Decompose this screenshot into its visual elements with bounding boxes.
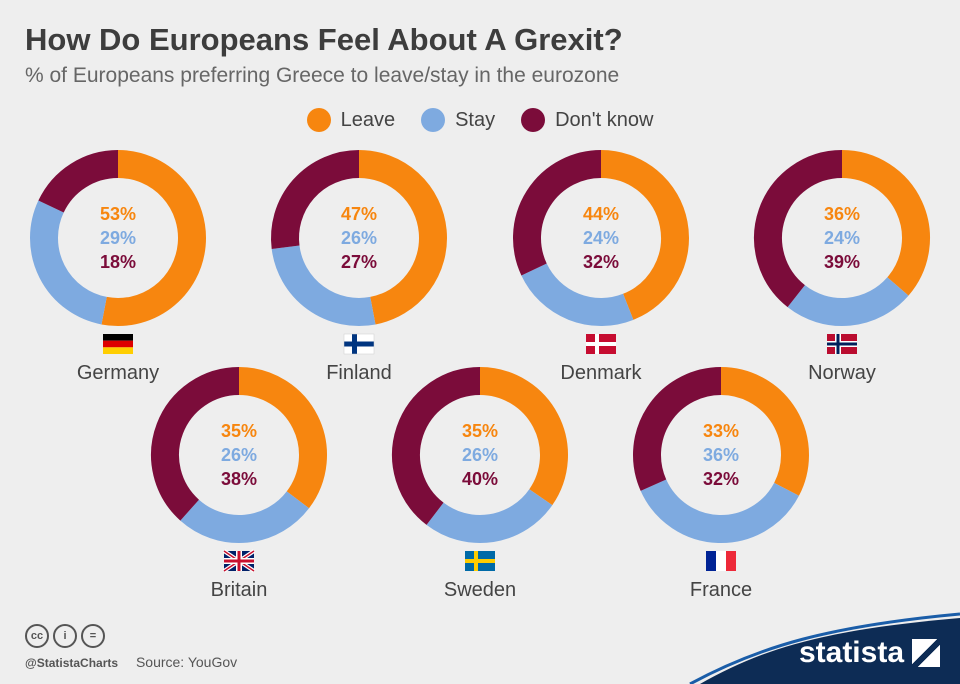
donut-slice-germany-stay: [30, 200, 108, 325]
legend-swatch-leave: [306, 108, 331, 132]
donut-slice-norway-leave: [841, 150, 930, 296]
value-label-finland-leave: 47%: [341, 204, 377, 224]
legend-swatch-stay: [421, 108, 446, 132]
legend-label-stay: Stay: [455, 108, 496, 131]
value-label-finland-don-t-know: 27%: [341, 252, 377, 272]
country-label-norway: Norway: [808, 362, 876, 384]
donut-slice-finland-leave: [358, 150, 447, 325]
statista-handle[interactable]: @StatistaCharts: [25, 656, 119, 670]
finland-flag: [343, 333, 375, 355]
donut-sweden: 35% 26% 40% Sweden: [392, 367, 568, 601]
statista-wordmark: statista: [798, 636, 904, 669]
legend-label-dont-know: Don't know: [555, 108, 654, 131]
legend-swatch-dont-know: [521, 108, 546, 132]
value-label-denmark-leave: 44%: [583, 204, 619, 224]
germany-flag: [103, 334, 133, 354]
value-label-norway-leave: 36%: [824, 204, 860, 224]
donut-slice-norway-don-t-know: [754, 150, 843, 308]
donut-slice-germany-leave: [101, 150, 206, 326]
britain-flag: [222, 549, 256, 573]
donut-germany: 53% 29% 18% Germany: [30, 150, 206, 384]
no-derivatives-icon: =: [81, 624, 105, 648]
attribution-icon: i: [53, 624, 77, 648]
value-label-france-don-t-know: 32%: [703, 469, 739, 489]
donut-slice-france-stay: [640, 479, 799, 543]
donut-denmark: 44% 24% 32% Denmark: [513, 150, 689, 384]
legend-label-leave: Leave: [340, 108, 396, 131]
value-label-norway-don-t-know: 39%: [824, 252, 860, 272]
donut-norway: 36% 24% 39% Norway: [754, 150, 930, 384]
value-label-germany-stay: 29%: [100, 228, 136, 248]
value-label-france-leave: 33%: [703, 421, 739, 441]
sweden-flag: [465, 551, 495, 571]
value-label-france-stay: 36%: [703, 445, 739, 465]
value-label-sweden-leave: 35%: [462, 421, 498, 441]
value-label-denmark-don-t-know: 32%: [583, 252, 619, 272]
footer-text: @StatistaCharts Source: YouGov: [25, 654, 237, 670]
country-label-sweden: Sweden: [444, 579, 516, 601]
donut-slice-finland-stay: [271, 244, 376, 326]
statista-logo[interactable]: statista: [799, 636, 940, 670]
value-label-britain-stay: 26%: [221, 445, 257, 465]
donut-slice-sweden-don-t-know: [392, 367, 481, 525]
country-label-denmark: Denmark: [560, 362, 642, 384]
value-label-denmark-stay: 24%: [583, 228, 619, 248]
donut-finland: 47% 26% 27% Finland: [271, 150, 447, 384]
denmark-flag: [586, 334, 616, 354]
donut-slice-germany-don-t-know: [38, 150, 119, 213]
legend-item-stay: Stay: [421, 108, 495, 132]
value-label-sweden-stay: 26%: [462, 445, 498, 465]
donut-britain: 35% 26% 38% Britain: [151, 367, 327, 601]
donut-slice-denmark-leave: [600, 150, 689, 320]
legend-item-leave: Leave: [306, 108, 396, 132]
norway-flag: [827, 334, 857, 354]
value-label-sweden-don-t-know: 40%: [462, 469, 498, 489]
donut-slice-britain-stay: [180, 490, 310, 543]
donut-slice-sweden-leave: [479, 367, 568, 506]
donut-slice-sweden-stay: [426, 488, 553, 543]
donut-slice-finland-don-t-know: [271, 150, 360, 250]
country-label-britain: Britain: [211, 579, 268, 601]
france-flag: [706, 551, 736, 571]
value-label-norway-stay: 24%: [824, 228, 860, 248]
donut-slice-britain-leave: [238, 367, 327, 509]
license-icons: cc i =: [25, 624, 105, 648]
chart-title: How Do Europeans Feel About A Grexit?: [25, 22, 623, 57]
legend-item-dont-know: Don't know: [521, 108, 653, 132]
chart-subtitle: % of Europeans preferring Greece to leav…: [25, 64, 620, 87]
donut-slice-denmark-stay: [521, 263, 634, 326]
legend: Leave Stay Don't know: [0, 108, 960, 132]
donut-france: 33% 36% 32% France: [633, 367, 809, 601]
donut-slice-britain-don-t-know: [151, 367, 240, 521]
donut-slice-france-don-t-know: [633, 367, 722, 491]
value-label-finland-stay: 26%: [341, 228, 377, 248]
value-label-britain-leave: 35%: [221, 421, 257, 441]
donut-slice-denmark-don-t-know: [513, 150, 602, 276]
source-note: Source: YouGov: [135, 654, 238, 670]
country-label-germany: Germany: [77, 362, 159, 384]
country-label-finland: Finland: [326, 362, 392, 384]
creative-commons-icon: cc: [25, 624, 49, 648]
donut-slice-france-leave: [720, 367, 809, 496]
value-label-britain-don-t-know: 38%: [221, 469, 257, 489]
donut-slice-norway-stay: [787, 276, 909, 326]
value-label-germany-don-t-know: 18%: [100, 252, 136, 272]
country-label-france: France: [690, 579, 752, 601]
statista-logo-icon: [912, 639, 940, 667]
value-label-germany-leave: 53%: [100, 204, 136, 224]
